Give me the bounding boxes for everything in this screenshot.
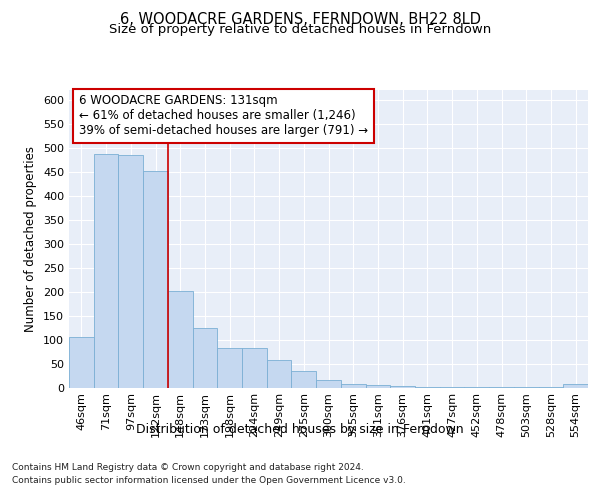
- Text: Size of property relative to detached houses in Ferndown: Size of property relative to detached ho…: [109, 24, 491, 36]
- Bar: [563, 384, 588, 388]
- Bar: [341, 384, 365, 388]
- Bar: [94, 154, 118, 388]
- Text: 6, WOODACRE GARDENS, FERNDOWN, BH22 8LD: 6, WOODACRE GARDENS, FERNDOWN, BH22 8LD: [119, 12, 481, 28]
- Bar: [316, 380, 341, 388]
- Y-axis label: Number of detached properties: Number of detached properties: [25, 146, 37, 332]
- Bar: [118, 156, 143, 388]
- Bar: [143, 170, 168, 388]
- Bar: [242, 348, 267, 388]
- Bar: [390, 386, 415, 388]
- Bar: [193, 328, 217, 388]
- Text: Contains public sector information licensed under the Open Government Licence v3: Contains public sector information licen…: [12, 476, 406, 485]
- Bar: [69, 337, 94, 388]
- Text: Contains HM Land Registry data © Crown copyright and database right 2024.: Contains HM Land Registry data © Crown c…: [12, 462, 364, 471]
- Text: 6 WOODACRE GARDENS: 131sqm
← 61% of detached houses are smaller (1,246)
39% of s: 6 WOODACRE GARDENS: 131sqm ← 61% of deta…: [79, 94, 368, 138]
- Text: Distribution of detached houses by size in Ferndown: Distribution of detached houses by size …: [136, 422, 464, 436]
- Bar: [292, 370, 316, 388]
- Bar: [217, 348, 242, 388]
- Bar: [168, 290, 193, 388]
- Bar: [267, 360, 292, 388]
- Bar: [365, 385, 390, 388]
